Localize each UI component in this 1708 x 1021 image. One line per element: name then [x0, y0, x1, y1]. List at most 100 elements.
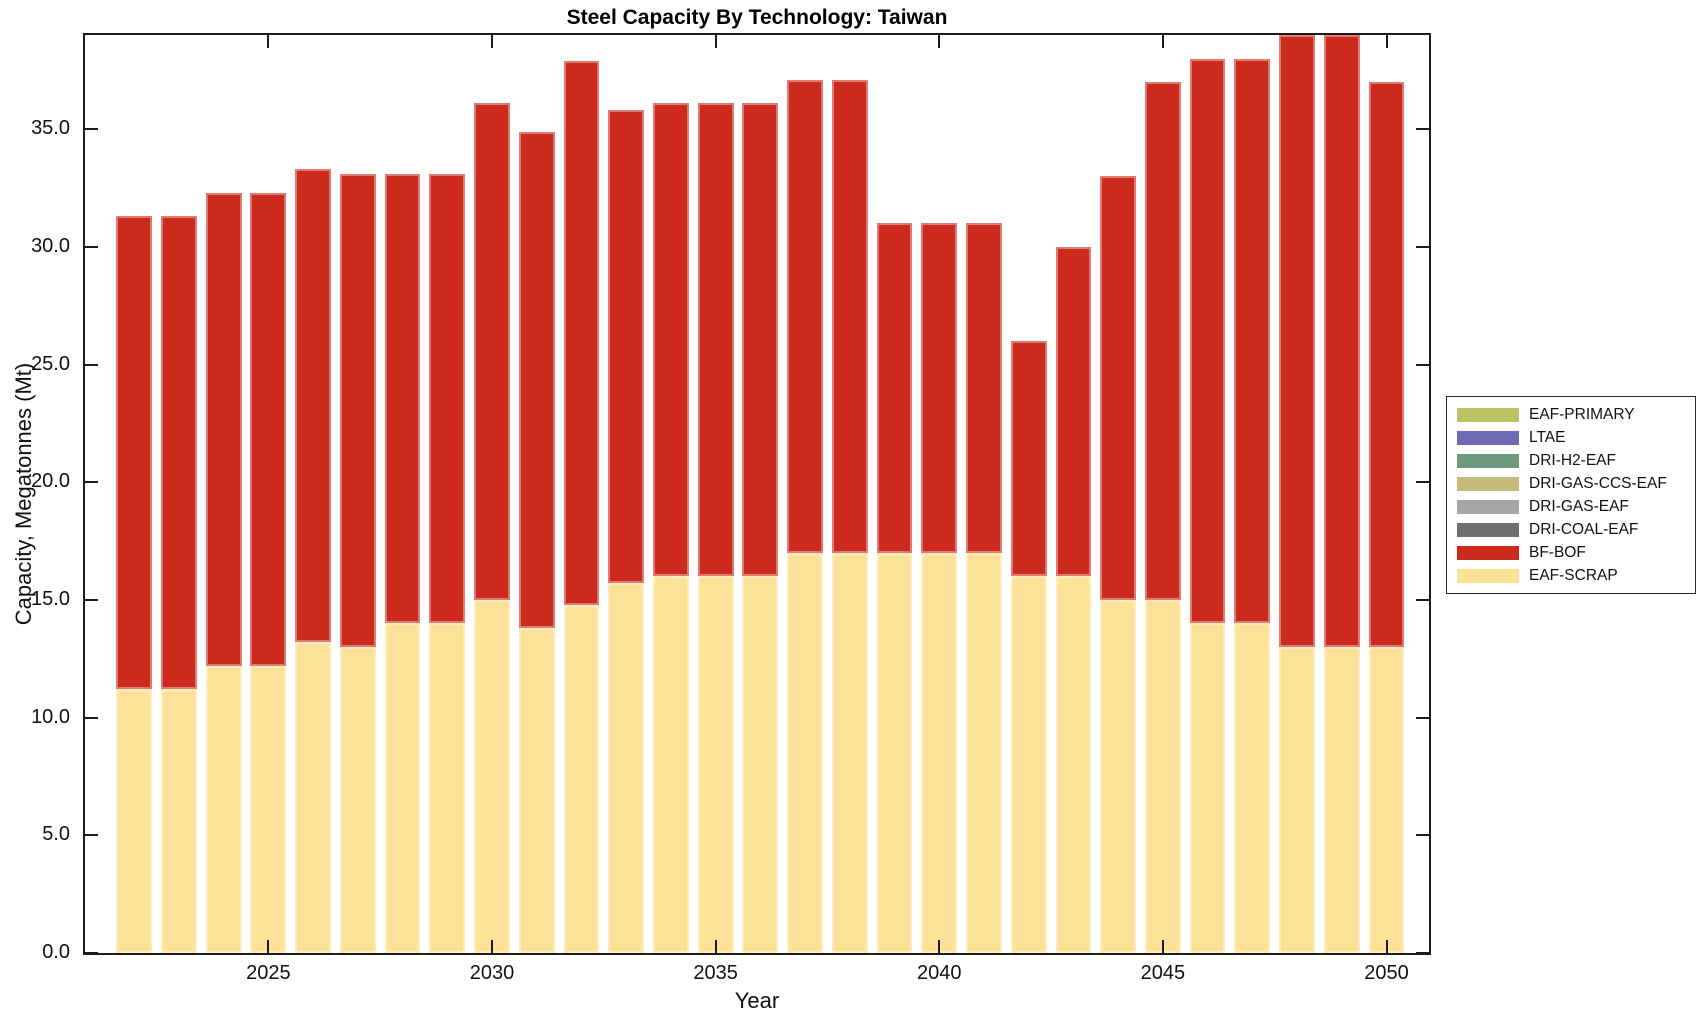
legend-label-dri-gas-eaf: DRI-GAS-EAF	[1529, 497, 1629, 515]
bar-segment-eaf-scrap-2028	[384, 623, 421, 953]
y-tick-right-30	[1416, 245, 1429, 248]
y-axis-label: Capacity, Megatonnes (Mt)	[11, 362, 36, 626]
legend-item-eaf-primary: EAF-PRIMARY	[1457, 403, 1685, 426]
y-tick-label-25.0: 25.0	[31, 352, 70, 375]
x-tick-label-2030: 2030	[469, 962, 515, 984]
bar-segment-eaf-scrap-2034	[653, 576, 689, 953]
legend-swatch-dri-h2-eaf	[1457, 453, 1519, 468]
bar-segment-eaf-scrap-2036	[742, 576, 779, 953]
bar-segment-bf-bof-2039	[876, 223, 913, 553]
legend-label-ltae: LTAE	[1529, 428, 1566, 446]
bar-segment-bf-bof-2044	[1100, 176, 1137, 600]
y-tick-left-10	[85, 716, 98, 719]
bar-segment-eaf-scrap-2027	[339, 647, 376, 953]
bar-segment-bf-bof-2045	[1144, 82, 1181, 600]
bar-segment-eaf-scrap-2029	[429, 623, 466, 953]
bar-segment-eaf-scrap-2050	[1368, 647, 1405, 953]
x-tick-label-2045: 2045	[1140, 962, 1186, 984]
y-tick-left-25	[85, 363, 98, 366]
y-tick-label-5.0: 5.0	[42, 823, 70, 846]
bar-segment-eaf-scrap-2046	[1189, 623, 1226, 953]
y-tick-right-0	[1416, 952, 1429, 954]
y-tick-right-10	[1416, 716, 1429, 719]
bar-segment-bf-bof-2048	[1279, 35, 1315, 647]
bar-segment-eaf-scrap-2044	[1100, 599, 1137, 953]
bar-segment-bf-bof-2033	[608, 110, 645, 584]
bar-segment-bf-bof-2041	[966, 223, 1002, 553]
legend-item-dri-gas-ccs-eaf: DRI-GAS-CCS-EAF	[1457, 472, 1685, 495]
x-tick-label-2025: 2025	[246, 962, 291, 984]
plot-area	[83, 33, 1431, 955]
y-tick-label-15.0: 15.0	[31, 587, 70, 610]
bar-segment-bf-bof-2030	[474, 103, 510, 600]
bar-segment-bf-bof-2050	[1368, 82, 1405, 647]
x-tick-bottom-2035	[714, 940, 717, 953]
bar-segment-eaf-scrap-2032	[563, 604, 600, 953]
bar-segment-bf-bof-2034	[653, 103, 689, 577]
bar-segment-eaf-scrap-2035	[697, 576, 734, 953]
bar-segment-bf-bof-2024	[205, 192, 242, 666]
bar-segment-eaf-scrap-2030	[474, 599, 510, 953]
y-tick-left-35	[85, 128, 98, 131]
legend-label-bf-bof: BF-BOF	[1529, 543, 1586, 561]
legend-item-ltae: LTAE	[1457, 426, 1685, 449]
plot-spine-top	[83, 33, 1431, 35]
bar-segment-bf-bof-2046	[1189, 58, 1226, 624]
bar-segment-eaf-scrap-2048	[1279, 647, 1315, 953]
bar-segment-eaf-scrap-2039	[876, 552, 913, 953]
legend-label-eaf-scrap: EAF-SCRAP	[1529, 566, 1618, 584]
bar-segment-bf-bof-2036	[742, 103, 779, 577]
chart-title: Steel Capacity By Technology: Taiwan	[566, 6, 948, 29]
bar-segment-eaf-scrap-2041	[966, 552, 1002, 953]
x-tick-top-2045	[1161, 35, 1164, 48]
legend-item-eaf-scrap: EAF-SCRAP	[1457, 564, 1685, 587]
bar-segment-bf-bof-2032	[563, 60, 600, 605]
y-tick-right-15	[1416, 598, 1429, 601]
bar-segment-bf-bof-2025	[250, 192, 287, 666]
x-tick-bottom-2025	[267, 940, 270, 953]
x-tick-bottom-2045	[1161, 940, 1164, 953]
x-tick-bottom-2040	[938, 940, 941, 953]
legend-swatch-eaf-scrap	[1457, 568, 1519, 583]
bar-segment-bf-bof-2027	[339, 173, 376, 647]
bar-segment-bf-bof-2037	[787, 79, 823, 553]
bar-segment-eaf-scrap-2024	[205, 665, 242, 953]
y-tick-right-5	[1416, 834, 1429, 837]
legend-label-dri-gas-ccs-eaf: DRI-GAS-CCS-EAF	[1529, 474, 1667, 492]
legend-item-dri-gas-eaf: DRI-GAS-EAF	[1457, 495, 1685, 518]
bar-segment-bf-bof-2042	[1010, 341, 1047, 577]
y-tick-label-30.0: 30.0	[31, 234, 70, 257]
y-tick-right-25	[1416, 363, 1429, 366]
legend-swatch-eaf-primary	[1457, 407, 1519, 422]
y-tick-left-30	[85, 245, 98, 248]
x-axis-label: Year	[734, 988, 780, 1013]
bar-segment-bf-bof-2043	[1055, 246, 1092, 577]
bar-segment-eaf-scrap-2042	[1010, 576, 1047, 953]
x-tick-label-2050: 2050	[1364, 962, 1409, 984]
bar-segment-bf-bof-2035	[697, 103, 734, 577]
legend-swatch-dri-gas-ccs-eaf	[1457, 476, 1519, 491]
legend-label-eaf-primary: EAF-PRIMARY	[1529, 405, 1635, 423]
x-tick-top-2030	[491, 35, 493, 48]
bar-segment-bf-bof-2028	[384, 173, 421, 624]
plot-spine-bottom	[83, 953, 1431, 955]
y-tick-label-0.0: 0.0	[42, 941, 70, 963]
bar-segment-eaf-scrap-2049	[1323, 647, 1360, 953]
bar-segment-eaf-scrap-2043	[1055, 576, 1092, 953]
y-tick-right-35	[1416, 128, 1429, 131]
y-tick-left-0	[85, 952, 98, 954]
bar-segment-eaf-scrap-2025	[250, 665, 287, 953]
y-tick-label-10.0: 10.0	[31, 705, 70, 728]
bar-segment-eaf-scrap-2038	[831, 552, 868, 953]
bar-segment-eaf-scrap-2040	[921, 552, 958, 953]
legend-item-bf-bof: BF-BOF	[1457, 541, 1685, 564]
legend-swatch-dri-gas-eaf	[1457, 499, 1519, 514]
x-tick-top-2035	[714, 35, 717, 48]
bar-segment-bf-bof-2049	[1323, 35, 1360, 647]
legend-swatch-bf-bof	[1457, 545, 1519, 560]
bar-segment-eaf-scrap-2033	[608, 583, 645, 953]
y-tick-label-35.0: 35.0	[31, 117, 70, 140]
bar-segment-bf-bof-2026	[295, 169, 331, 643]
legend-item-dri-coal-eaf: DRI-COAL-EAF	[1457, 518, 1685, 541]
bar-segment-bf-bof-2038	[831, 79, 868, 553]
